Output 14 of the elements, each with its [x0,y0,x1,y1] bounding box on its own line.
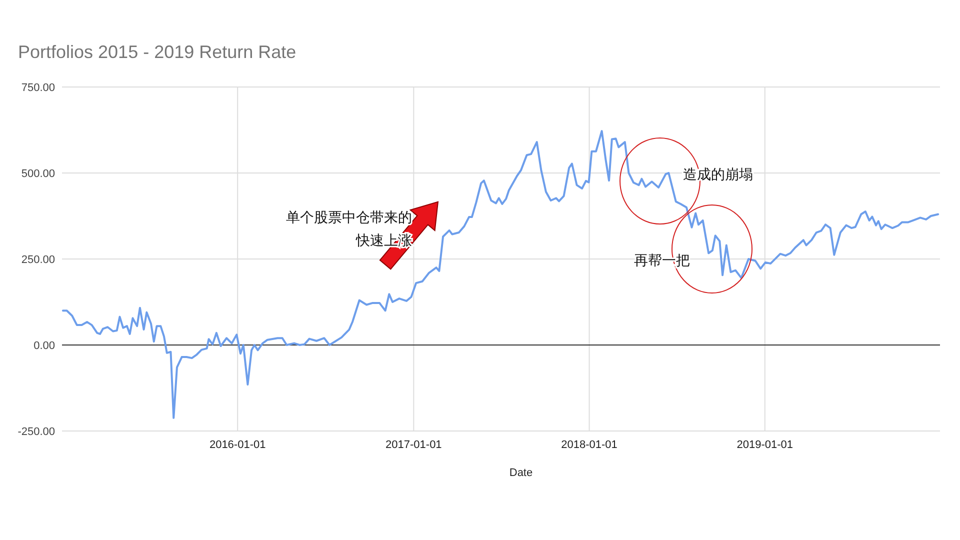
x-tick-label: 2017-01-01 [386,439,442,451]
y-tick-label: 250.00 [21,254,55,266]
line-series [62,130,940,419]
annotation: 快速上涨 [355,232,412,248]
y-tick-label: -250.00 [18,426,55,438]
y-tick-label: 0.00 [34,340,55,352]
x-tick-label: 2016-01-01 [209,439,266,451]
y-tick-label: 750.00 [21,82,55,94]
x-tick-label: 2019-01-01 [736,439,794,451]
y-tick-label: 500.00 [21,168,55,180]
annotation: 单个股票中仓带来的 [286,209,412,225]
x-tick-label: 2018-01-01 [561,439,618,451]
chart-title: Portfolios 2015 - 2019 Return Rate [18,42,296,62]
x-axis-title: Date [509,467,533,479]
